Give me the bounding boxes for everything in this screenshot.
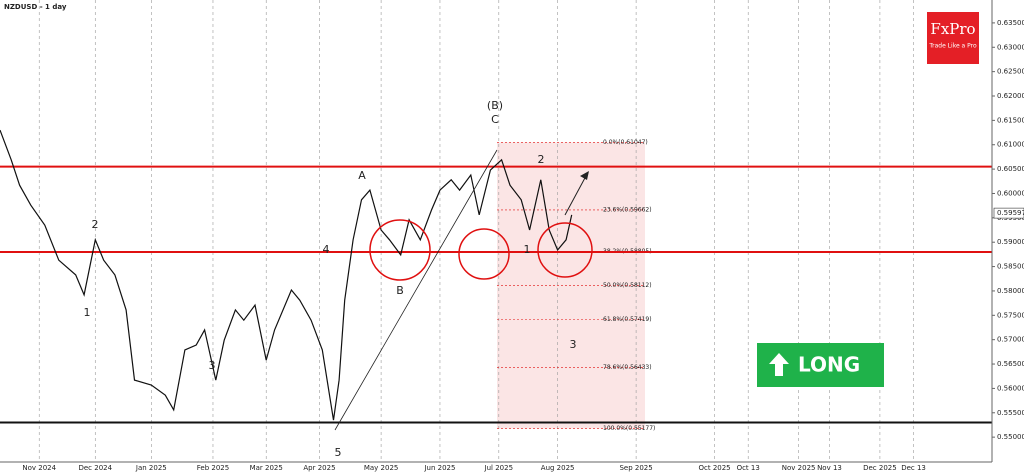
x-tick-label: Jan 2025 (135, 464, 167, 472)
y-tick-label: 0.57500 (997, 311, 1024, 319)
projection-arrow (564, 175, 587, 216)
x-tick-label: Dec 13 (901, 464, 926, 472)
x-tick-label: Jun 2025 (423, 464, 455, 472)
x-tick-label: Nov 13 (817, 464, 842, 472)
logo (927, 12, 979, 64)
up-arrow-icon (769, 353, 789, 376)
y-tick-label: 0.62500 (997, 68, 1024, 76)
x-tick-label: Sep 2025 (619, 464, 652, 472)
y-tick-label: 0.61000 (997, 141, 1024, 149)
fib-label: 50.0%(0.58112) (603, 282, 652, 289)
y-tick-label: 0.58000 (997, 287, 1024, 295)
fib-label: 78.6%(0.56433) (603, 364, 652, 371)
price-tag-label: 0.59597 (997, 209, 1024, 217)
y-tick-label: 0.58500 (997, 263, 1024, 271)
y-tick-label: 0.55500 (997, 409, 1024, 417)
signal-text: LONG (798, 353, 860, 377)
fib-label: 61.8%(0.57419) (603, 316, 652, 323)
wave-label: 4 (323, 243, 330, 256)
fib-label: 100.0%(0.55177) (603, 425, 655, 432)
x-tick-label: Jul 2025 (484, 464, 514, 472)
wave-label: 2 (92, 218, 99, 231)
wave-label: B (396, 284, 404, 297)
highlight-circle (369, 219, 431, 281)
wave-label: 2 (538, 153, 545, 166)
y-tick-label: 0.56500 (997, 360, 1024, 368)
wave-label: 3 (570, 338, 577, 351)
logo-tagline: Trade Like a Pro (928, 43, 977, 50)
price-tag (993, 207, 1024, 219)
highlight-circle (537, 222, 593, 278)
wave-label: 1 (84, 306, 91, 319)
chart-title: NZDUSD - 1 day (4, 3, 67, 11)
wave-label: C (491, 113, 499, 126)
x-tick-label: Mar 2025 (250, 464, 283, 472)
x-tick-label: Aug 2025 (541, 464, 575, 472)
x-tick-label: Dec 2024 (78, 464, 112, 472)
wave-label: 5 (335, 446, 342, 459)
x-tick-label: May 2025 (364, 464, 399, 472)
x-tick-label: Nov 2025 (782, 464, 816, 472)
wave-label: 3 (209, 359, 216, 372)
trendline (334, 149, 498, 431)
logo-brand: FxPro (930, 20, 975, 38)
arrow-head (580, 171, 589, 180)
x-tick-label: Dec 2025 (863, 464, 897, 472)
fib-label: 0.0%(0.61047) (603, 139, 648, 146)
x-tick-label: Oct 2025 (698, 464, 730, 472)
y-tick-label: 0.63000 (997, 43, 1024, 51)
wave-label: A (358, 169, 366, 182)
x-tick-label: Nov 2024 (22, 464, 56, 472)
fib-label: 23.6%(0.59662) (603, 206, 652, 213)
y-tick-label: 0.57000 (997, 336, 1024, 344)
wave-label: (B) (487, 99, 503, 112)
x-tick-label: Oct 13 (737, 464, 760, 472)
y-tick-label: 0.61500 (997, 116, 1024, 124)
x-tick-label: Apr 2025 (303, 464, 335, 472)
y-tick-label: 0.55000 (997, 433, 1024, 441)
price-line (0, 129, 573, 421)
y-tick-label: 0.63500 (997, 19, 1024, 27)
wave-label: 1 (524, 243, 531, 256)
y-tick-label: 0.56000 (997, 384, 1024, 392)
y-tick-label: 0.59000 (997, 238, 1024, 246)
highlight-circle (458, 228, 510, 280)
y-tick-label: 0.60500 (997, 165, 1024, 173)
x-tick-label: Feb 2025 (197, 464, 229, 472)
y-tick-label: 0.62000 (997, 92, 1024, 100)
y-tick-label: 0.60000 (997, 189, 1024, 197)
